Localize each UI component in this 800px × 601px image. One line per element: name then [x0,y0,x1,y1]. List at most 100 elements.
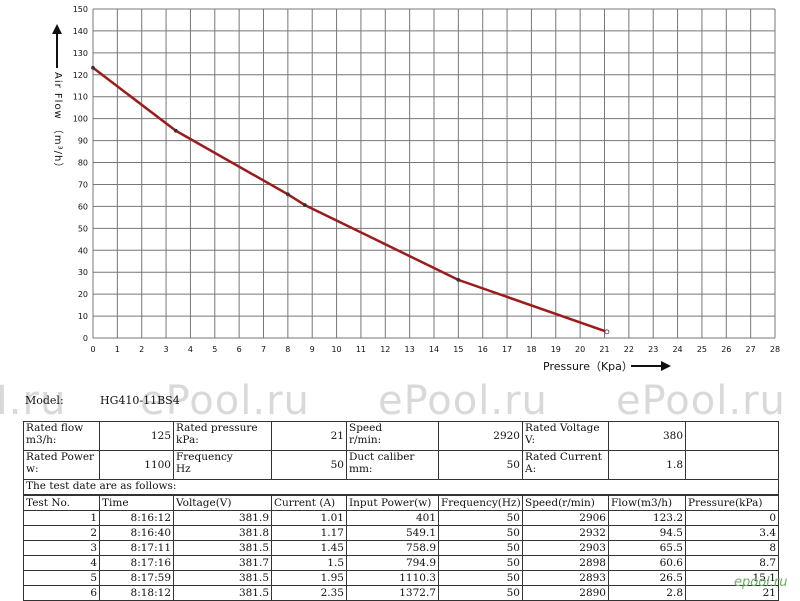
table-cell: 2932 [522,525,609,541]
table-cell: 8 [685,540,779,556]
column-header: Flow(m3/h) [608,495,686,511]
y-tick-label: 130 [73,49,88,58]
spec-value: 21 [271,421,347,451]
watermark: I.ru [0,378,67,424]
table-cell: 1.5 [271,555,347,571]
data-point [303,203,307,207]
column-header: Current (A) [271,495,347,511]
y-tick-label: 120 [73,71,88,80]
spec-row: Rated Power w: 1100 Frequency Hz 50 Duct c… [23,450,779,480]
column-header: Pressure(kPa) [685,495,779,511]
y-tick-label: 110 [73,93,88,102]
spec-table: Rated flow m3/h: 125 Rated pressure kPa: 2… [23,421,779,495]
spec-value: 2920 [438,421,523,451]
table-row: 6 8:18:12 381.5 2.35 1372.7 50 2890 2.8 21 [23,585,779,601]
y-axis-arrow-icon [52,24,62,68]
spec-label: Speed r/min: [346,421,439,451]
table-cell: 381.5 [173,540,272,556]
data-point [173,128,178,133]
y-tick-label: 60 [78,202,88,211]
spec-label: Frequency Hz [173,450,272,480]
table-cell: 1.95 [271,570,347,586]
data-point [456,277,461,282]
table-cell: 2903 [522,540,609,556]
table-cell: 50 [438,540,523,556]
column-header: Input Power(w) [346,495,439,511]
spec-value: 1100 [99,450,174,480]
spec-empty-cell [685,450,779,480]
x-tick-label: 26 [721,345,731,354]
table-cell: 94.5 [608,525,686,541]
table-cell: 794.9 [346,555,439,571]
spec-label: Rated pressure kPa: [173,421,272,451]
table-cell: 3.4 [685,525,779,541]
column-header: Speed(r/min) [522,495,609,511]
table-cell: 8:17:16 [99,555,174,571]
table-row: 3 8:17:11 381.5 1.45 758.9 50 2903 65.5 8 [23,540,779,556]
table-row: 5 8:17:59 381.5 1.95 1110.3 50 2893 26.5 15.1 [23,570,779,586]
table-cell: 26.5 [608,570,686,586]
spec-value: 1.8 [608,450,686,480]
x-tick-label: 27 [746,345,756,354]
x-tick-label: 25 [697,345,707,354]
data-point [91,65,95,70]
table-cell: 50 [438,555,523,571]
y-tick-label: 100 [73,115,88,124]
table-header-row: Test No. Time Voltage(V) Current (A) Input P… [23,495,779,511]
y-tick-label: 40 [78,246,88,255]
spec-label: Rated Power w: [23,450,100,480]
x-tick-label: 28 [770,345,780,354]
x-tick-label: 13 [405,345,415,354]
x-axis-arrow-icon [631,361,671,371]
table-cell: 2906 [522,510,609,526]
table-cell: 381.5 [173,570,272,586]
corner-logo: epool.ru [734,575,788,590]
watermark: ePool.ru [378,378,548,424]
x-tick-label: 9 [310,345,315,354]
spec-label: Rated Voltage V: [522,421,609,451]
table-cell: 2.8 [608,585,686,601]
x-tick-label: 5 [212,345,217,354]
y-tick-label: 140 [73,27,88,36]
x-tick-label: 24 [672,345,682,354]
table-cell: 758.9 [346,540,439,556]
x-tick-label: 4 [188,345,193,354]
data-point [285,192,290,197]
y-tick-label: 0 [83,334,88,343]
x-tick-label: 22 [624,345,634,354]
series-line [92,66,608,334]
y-tick-label: 30 [78,268,88,277]
spec-value: 50 [438,450,523,480]
table-cell: 1372.7 [346,585,439,601]
table-cell: 5 [23,570,100,586]
chart-grid [92,8,776,339]
table-cell: 123.2 [608,510,686,526]
y-tick-label: 50 [78,224,88,233]
table-cell: 1 [23,510,100,526]
column-header: Frequency(Hz) [438,495,523,511]
table-cell: 3 [23,540,100,556]
table-cell: 381.5 [173,585,272,601]
table-cell: 2890 [522,585,609,601]
y-tick-label: 20 [78,290,88,299]
x-tick-label: 18 [526,345,536,354]
x-tick-label: 20 [575,345,585,354]
y-tick-label: 70 [78,180,88,189]
data-point [604,329,610,335]
table-cell: 549.1 [346,525,439,541]
y-tick-label: 80 [78,159,88,168]
watermark: ePool.ru [140,378,310,424]
x-tick-label: 21 [599,345,609,354]
table-body: 1 8:16:12 381.9 1.01 401 50 2906 123.2 0 2 8:16:40… [23,510,779,601]
table-cell: 1110.3 [346,570,439,586]
spec-value: 50 [271,450,347,480]
table-cell: 1.17 [271,525,347,541]
test-note-row: The test date are as follows: [23,479,779,495]
column-header: Test No. [23,495,100,511]
series-layer [91,65,610,335]
table-row: 1 8:16:12 381.9 1.01 401 50 2906 123.2 0 [23,510,779,526]
table-cell: 50 [438,585,523,601]
table-cell: 50 [438,510,523,526]
spec-table-body: Rated flow m3/h: 125 Rated pressure kPa: 2… [23,421,779,495]
x-tick-label: 16 [478,345,488,354]
